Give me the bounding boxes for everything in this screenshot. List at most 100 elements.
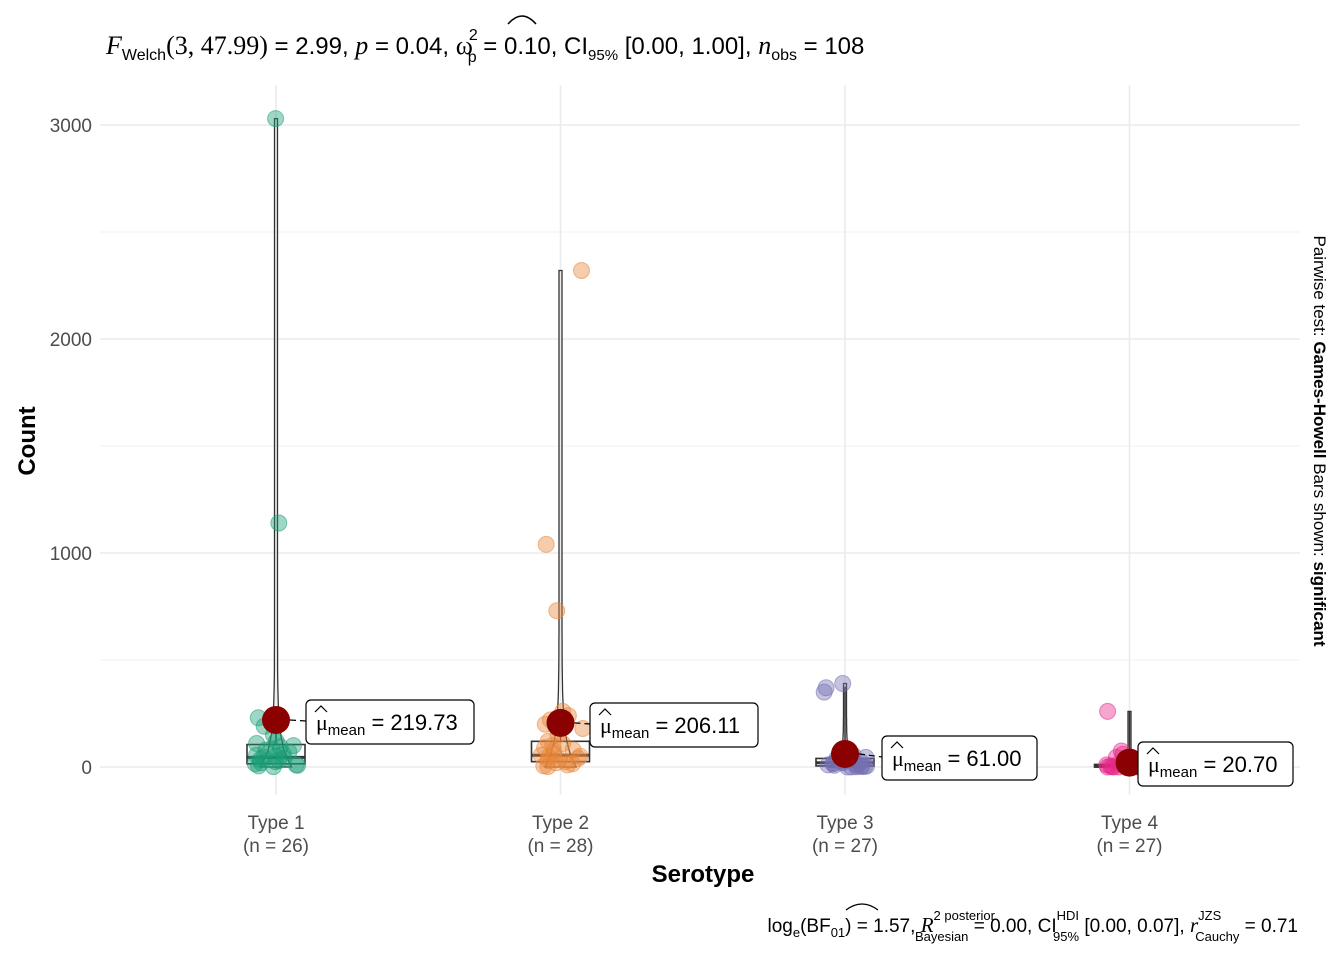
- data-point: [1099, 702, 1117, 720]
- x-tick-label: Type 4: [1101, 813, 1158, 834]
- mean-point: [546, 708, 575, 737]
- caption-r-sup: JZS: [1198, 908, 1221, 923]
- subtitle-omega-val: = 0.10, CI: [477, 33, 588, 60]
- subtitle-p: p: [353, 31, 368, 60]
- y-tick-label: 3000: [50, 116, 92, 137]
- mean-label-hat: [1146, 747, 1160, 755]
- pairwise-test-name: Games-Howell: [1310, 341, 1329, 458]
- data-point: [559, 756, 576, 774]
- pairwise-mid: Bars shown:: [1310, 458, 1329, 561]
- subtitle-p-val: = 0.04,: [368, 33, 455, 60]
- pairwise-prefix: Pairwise test:: [1310, 236, 1329, 342]
- subtitle-f: F: [105, 31, 123, 60]
- subtitle-ci-sub: 95%: [588, 47, 618, 64]
- plot-area: [246, 110, 1166, 777]
- subtitle-omega-hat: [507, 15, 537, 25]
- mean-label-box: [305, 699, 475, 745]
- mean-label-connector: [858, 753, 883, 758]
- caption-r-val: = 0.71: [1239, 916, 1298, 937]
- data-point: [289, 756, 307, 774]
- caption-log: log: [767, 916, 792, 937]
- y-tick-label: 2000: [50, 330, 92, 351]
- data-point: [250, 757, 268, 775]
- x-axis-ticks: Type 1(n = 26)Type 2(n = 28)Type 3(n = 2…: [243, 813, 1163, 857]
- subtitle-df: (3, 47.99): [166, 31, 268, 60]
- caption-hdi-val: [0.00, 0.07],: [1079, 916, 1190, 937]
- data-point: [539, 758, 557, 776]
- mean-label-text: μmean = 61.00: [892, 746, 1021, 775]
- data-point: [815, 683, 833, 701]
- data-point: [248, 735, 266, 752]
- y-axis-title: Count: [14, 406, 41, 475]
- data-point: [817, 679, 835, 697]
- mean-point: [831, 739, 859, 768]
- mean-label-box: [881, 735, 1038, 781]
- caption-r: r: [1190, 913, 1199, 937]
- subtitle-f-sub: Welch: [122, 47, 166, 64]
- caption-r-sub: Cauchy: [1195, 929, 1240, 944]
- caption-bf-sub: 01: [831, 925, 845, 940]
- data-point: [537, 535, 555, 553]
- caption-log-sub: e: [793, 925, 800, 940]
- mean-point: [1115, 748, 1144, 777]
- data-point: [267, 110, 285, 128]
- caption-hdi-sub: 95%: [1053, 929, 1079, 944]
- pairwise-shown: significant: [1310, 561, 1329, 646]
- x-tick-n-label: (n = 26): [243, 836, 309, 857]
- mean-label-text: μmean = 206.11: [600, 713, 740, 742]
- mean-labels: μmean = 219.73 μmean = 206.11 μmean = 61.0…: [289, 699, 1294, 787]
- data-point: [564, 741, 582, 759]
- mean-label-hat: [598, 708, 612, 716]
- box: [246, 743, 306, 765]
- subtitle-omega-sub: p: [468, 49, 477, 66]
- caption-r2: R: [920, 913, 934, 937]
- caption-r2-hat: [845, 903, 879, 911]
- x-axis-title: Serotype: [652, 861, 755, 888]
- caption-r2-val: = 0.00, CI: [968, 916, 1056, 937]
- subtitle: FWelch(3, 47.99) = 2.99, p = 0.04, ω2 p =…: [105, 27, 864, 66]
- subtitle-n: n: [758, 31, 771, 60]
- x-tick-n-label: (n = 28): [527, 836, 593, 857]
- data-point: [573, 262, 590, 279]
- subtitle-f-val: = 2.99,: [268, 33, 355, 60]
- mean-label-text: μmean = 20.70: [1148, 752, 1277, 781]
- mean-label-box: [589, 702, 759, 748]
- caption-bf-val: ) = 1.57,: [845, 916, 921, 937]
- caption-hdi-sup: HDI: [1057, 908, 1079, 923]
- violin: [543, 269, 578, 768]
- caption-r2-sup: 2 posterior: [934, 908, 996, 923]
- violin: [259, 117, 293, 768]
- data-point: [834, 675, 852, 692]
- subtitle-omega-sup: 2: [469, 27, 478, 44]
- data-point: [264, 758, 282, 776]
- pairwise-test-label: Pairwise test: Games-Howell Bars shown: …: [1310, 236, 1329, 647]
- subtitle-omega: ω: [456, 31, 473, 60]
- subtitle-ci-val: [0.00, 1.00],: [618, 33, 758, 60]
- caption-r2-sub: Bayesian: [915, 929, 968, 944]
- x-tick-label: Type 1: [247, 813, 304, 834]
- mean-point: [262, 705, 290, 734]
- y-axis-ticks: 0 1000 2000 3000: [50, 116, 92, 779]
- data-point: [819, 756, 837, 774]
- x-tick-label: Type 2: [532, 813, 589, 834]
- mean-label-box: [1137, 741, 1294, 787]
- data-point: [1099, 758, 1117, 776]
- mean-label-connector: [574, 722, 591, 725]
- mean-label-connector: [289, 719, 307, 722]
- x-tick-label: Type 3: [816, 813, 873, 834]
- caption-bf: (BF: [800, 916, 831, 937]
- subtitle-n-sub: obs: [771, 47, 797, 64]
- data-point: [548, 602, 566, 620]
- mean-label-hat: [890, 741, 904, 749]
- data-point: [270, 514, 288, 532]
- x-tick-n-label: (n = 27): [812, 836, 878, 857]
- grid-lines: [100, 85, 1300, 795]
- y-tick-label: 1000: [50, 544, 92, 565]
- caption: loge(BF01) = 1.57, R2 posterior Bayesian …: [767, 908, 1298, 944]
- y-tick-label: 0: [81, 758, 92, 779]
- subtitle-n-val: = 108: [797, 33, 864, 60]
- mean-label-hat: [314, 705, 328, 713]
- mean-label-text: μmean = 219.73: [316, 710, 458, 739]
- x-tick-n-label: (n = 27): [1096, 836, 1162, 857]
